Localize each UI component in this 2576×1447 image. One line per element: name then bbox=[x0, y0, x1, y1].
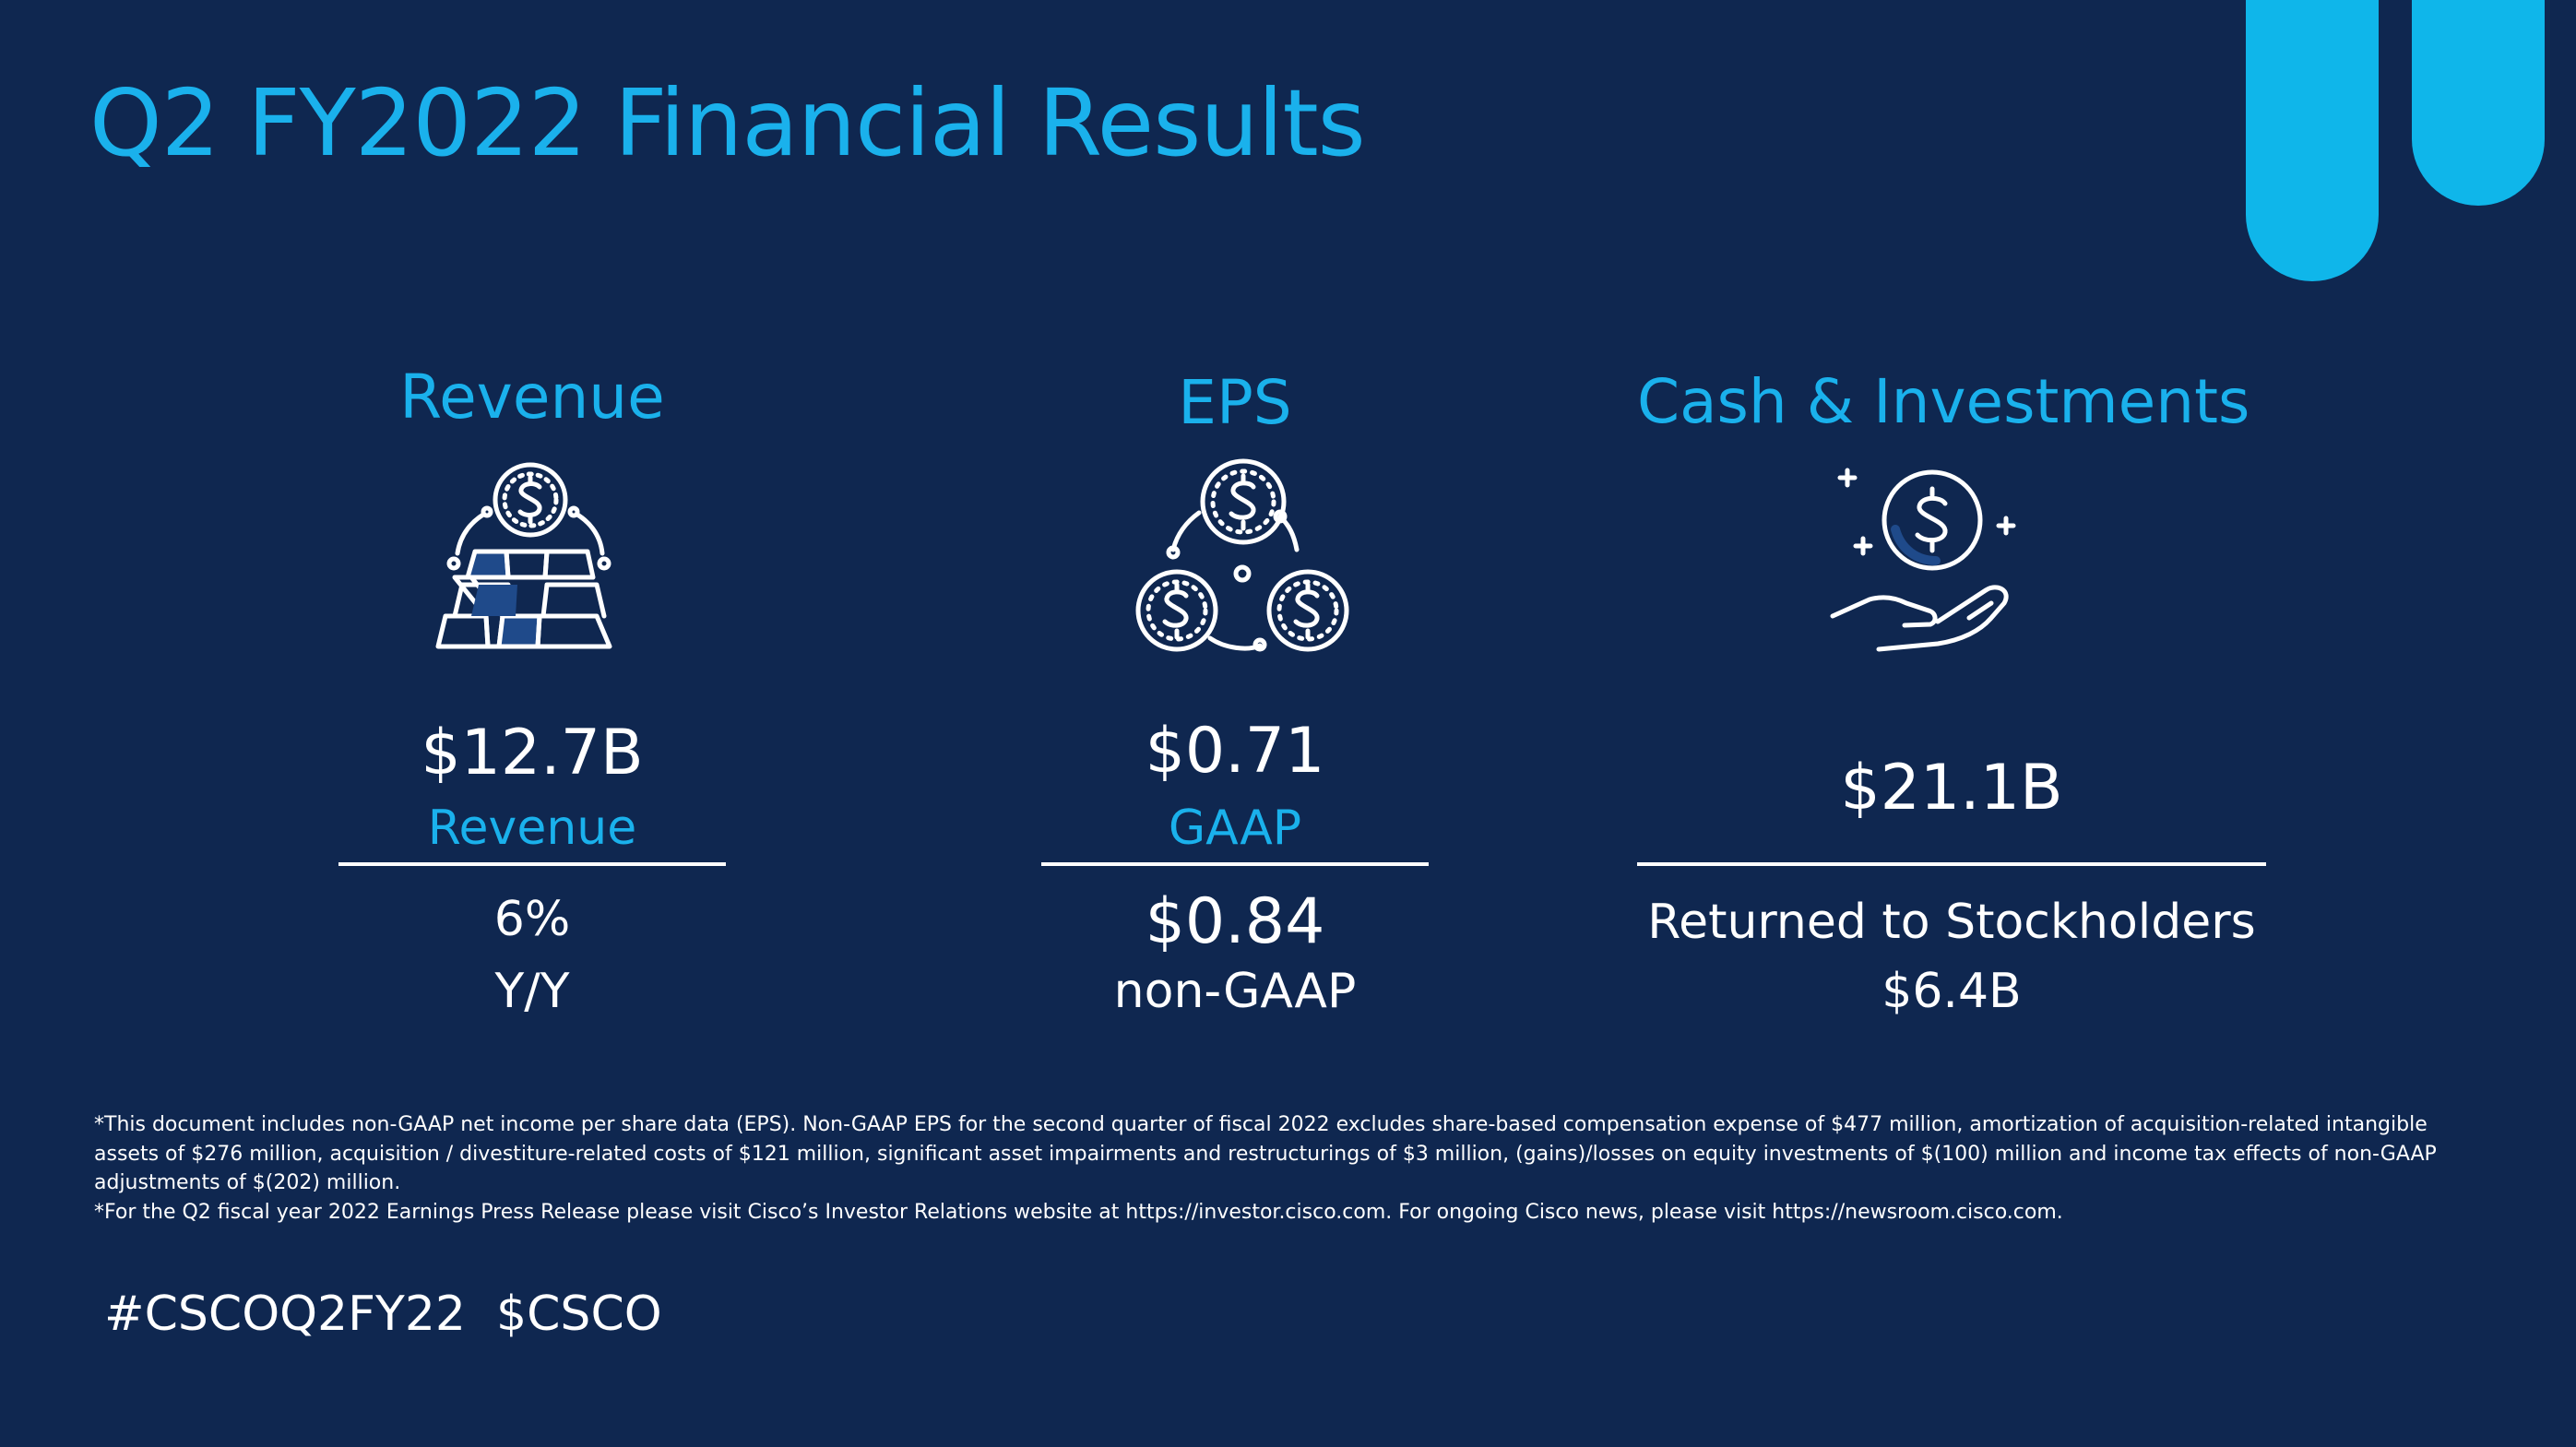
eps-non-gaap-value: $0.84 bbox=[1145, 885, 1325, 958]
eps-column: EPS bbox=[1041, 0, 1429, 1447]
hashtags: #CSCOQ2FY22 $CSCO bbox=[104, 1287, 662, 1342]
cash-divider bbox=[1637, 862, 2266, 866]
hand-holding-coin-icon bbox=[1829, 465, 2023, 654]
eps-heading: EPS bbox=[1178, 367, 1292, 438]
eps-footnote: *This document includes non-GAAP net inc… bbox=[94, 1113, 2437, 1194]
cash-column: Cash & Investments $21.1B Returned to bbox=[1637, 0, 2266, 1447]
returned-label: Returned to Stockholders bbox=[1647, 895, 2256, 950]
decorative-bar-left bbox=[2246, 0, 2379, 281]
page-title: Q2 FY2022 Financial Results bbox=[89, 69, 1366, 177]
revenue-column: Revenue bbox=[338, 0, 726, 1447]
eps-gaap-label: GAAP bbox=[1168, 801, 1302, 856]
three-coins-icon bbox=[1133, 457, 1354, 656]
revenue-divider bbox=[338, 862, 726, 866]
revenue-label: Revenue bbox=[427, 801, 637, 856]
press-release-footnote: *For the Q2 fiscal year 2022 Earnings Pr… bbox=[94, 1200, 2063, 1224]
cash-value: $21.1B bbox=[1840, 752, 2063, 824]
eps-divider bbox=[1041, 862, 1429, 866]
decorative-bar-right bbox=[2412, 0, 2545, 206]
footnotes: *This document includes non-GAAP net inc… bbox=[94, 1110, 2492, 1227]
revenue-heading: Revenue bbox=[399, 362, 665, 433]
gold-bars-with-coin-icon bbox=[434, 461, 633, 655]
eps-non-gaap-label: non-GAAP bbox=[1113, 964, 1357, 1019]
revenue-growth: 6% bbox=[493, 892, 571, 947]
returned-value: $6.4B bbox=[1882, 964, 2022, 1019]
revenue-growth-label: Y/Y bbox=[494, 964, 570, 1019]
cash-heading: Cash & Investments bbox=[1637, 366, 2250, 437]
eps-gaap-value: $0.71 bbox=[1145, 715, 1325, 788]
revenue-value: $12.7B bbox=[421, 717, 644, 789]
